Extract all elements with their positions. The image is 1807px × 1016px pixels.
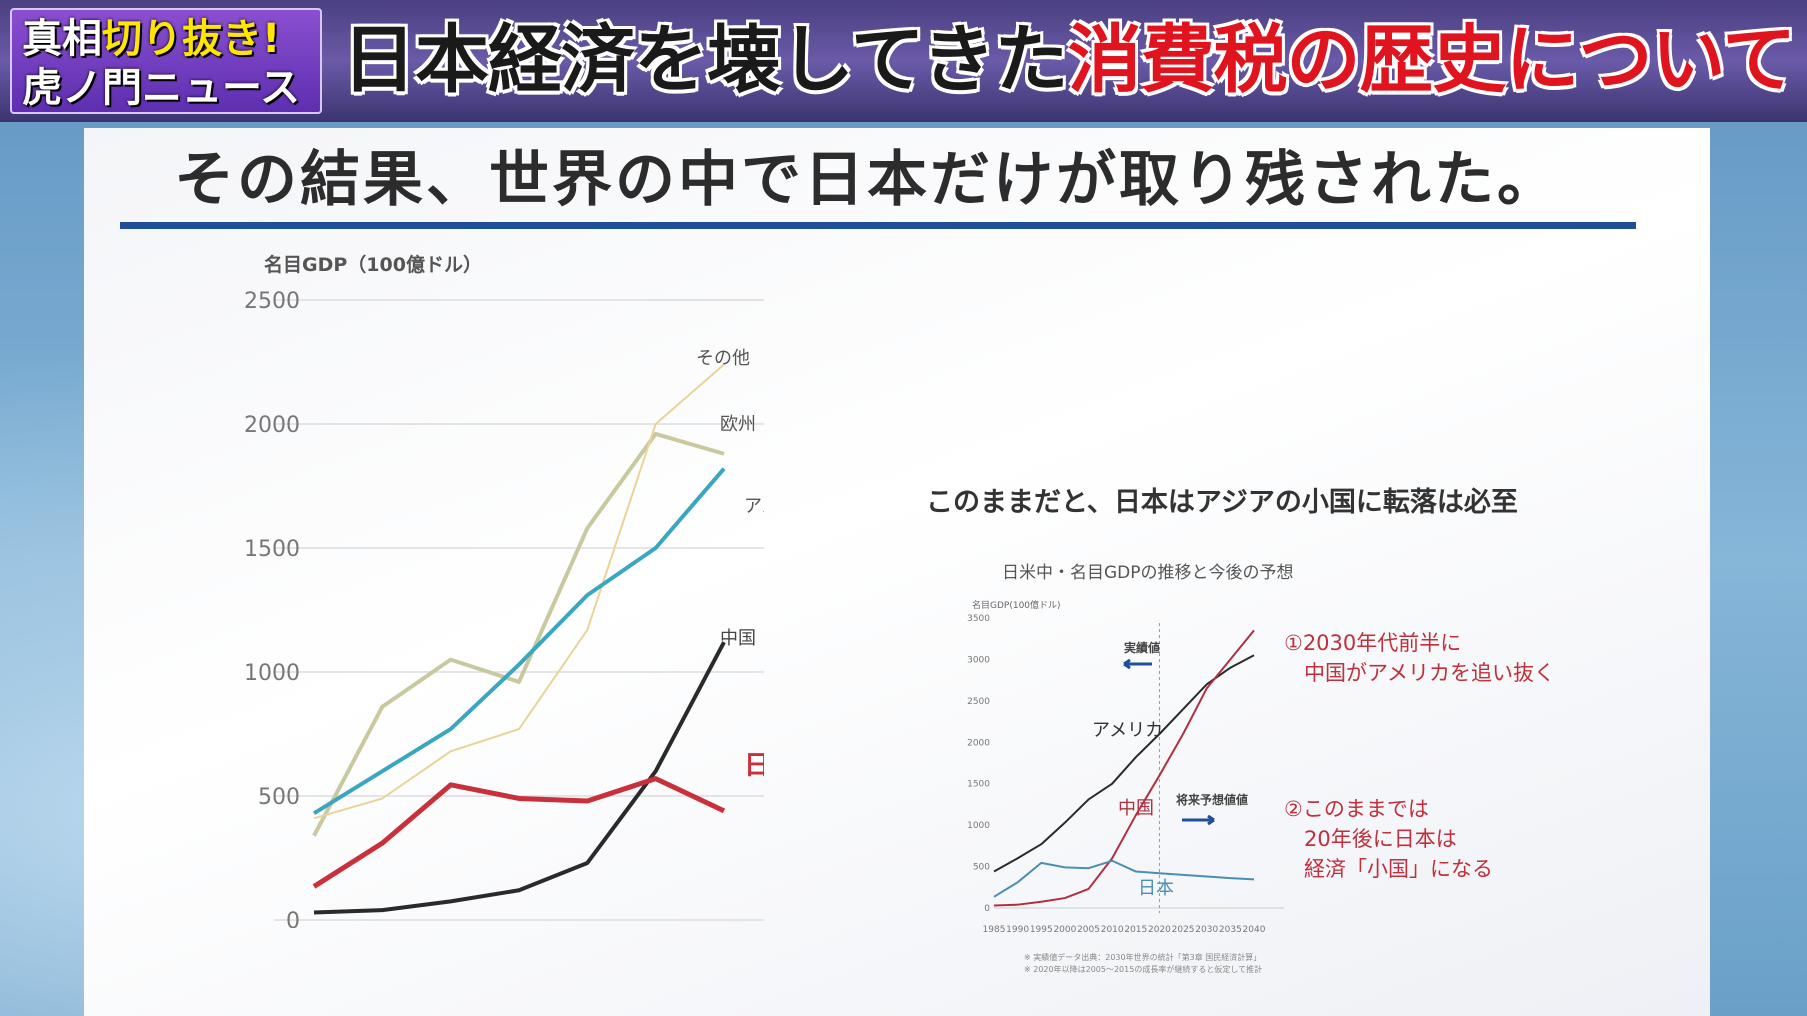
annotation-2-line1: ②このままでは: [1284, 797, 1429, 821]
mini-x-tick-label: 1995: [1030, 925, 1053, 935]
y-tick-label: 0: [286, 909, 300, 928]
annotation-2: ②このままでは 20年後に日本は 経済「小国」になる: [1284, 794, 1493, 884]
mini-y-tick-label: 2000: [967, 738, 990, 748]
y-tick-label: 2500: [244, 289, 300, 314]
right-arrow-icon: [1182, 814, 1215, 826]
badge-line2: 虎ノ門ニュース: [22, 65, 300, 111]
badge-line1-b: 切り抜き!: [102, 16, 281, 62]
mini-chart-title: 日米中・名目GDPの推移と今後の予想: [1002, 563, 1294, 583]
mini-x-tick-label: 1990: [1006, 925, 1029, 935]
annotation-1-line1: ①2030年代前半に: [1284, 631, 1462, 655]
annotation-2-line3: 経済「小国」になる: [1304, 857, 1493, 881]
footnote-2: ※ 2020年以降は2005〜2015の成長率が継続すると仮定して推計: [1024, 965, 1263, 974]
actual-values-label: 実績値: [1124, 640, 1160, 655]
series-japan-label: 日本: [744, 751, 764, 781]
mini-x-tick-label: 2040: [1243, 925, 1266, 935]
mini-series-china-label: 中国: [1118, 798, 1154, 819]
title-rule: [120, 222, 1636, 229]
mini-x-tick-label: 2010: [1101, 925, 1124, 935]
series-other-line: [312, 431, 725, 837]
badge-line1-a: 真相: [22, 16, 102, 62]
slide-panel: その結果、世界の中で日本だけが取り残された。 名目GDP（100億ドル） このま…: [84, 128, 1710, 1016]
y-tick-label: 1500: [244, 537, 300, 562]
top-banner: 真相切り抜き! 虎ノ門ニュース 日本経済を壊してきた消費税の歴史について: [0, 0, 1807, 122]
mini-x-tick-label: 2005: [1077, 925, 1100, 935]
badge-line1: 真相切り抜き!: [22, 16, 280, 62]
mini-y-tick-label: 500: [973, 863, 990, 873]
mini-y-tick-label: 1500: [967, 780, 990, 790]
left-arrow-icon: [1123, 658, 1152, 670]
series-japan-line: [312, 776, 726, 889]
series-other-label: その他: [696, 348, 750, 369]
headline-black: 日本経済を壊してきた: [342, 17, 1069, 103]
y-tick-label: 1000: [244, 661, 300, 686]
mini-x-tick-label: 2015: [1124, 925, 1147, 935]
mini-x-tick-label: 2035: [1219, 925, 1242, 935]
series-china-line: [313, 641, 726, 915]
mini-x-tick-label: 2025: [1172, 925, 1195, 935]
mini-x-tick-label: 2030: [1195, 925, 1218, 935]
series-america-line: [312, 467, 726, 816]
footnote-1: ※ 実績値データ出典：2030年世界の統計「第3章 国民経済計算」: [1024, 953, 1262, 962]
annotation-2-line2: 20年後に日本は: [1304, 827, 1457, 851]
headline-red: 消費税の歴史について: [1067, 17, 1797, 103]
series-china-label: 中国: [720, 628, 756, 649]
mini-series-america-label: アメリカ: [1092, 720, 1163, 741]
slide-subhead: このままだと、日本はアジアの小国に転落は必至: [926, 487, 1518, 518]
y-tick-label: 2000: [244, 413, 300, 438]
mini-series-japan-label: 日本: [1138, 878, 1174, 899]
mini-y-tick-label: 3500: [967, 614, 990, 624]
program-badge: 真相切り抜き! 虎ノ門ニュース: [10, 8, 322, 114]
mini-chart-ylabel: 名目GDP(100億ドル): [972, 601, 1061, 611]
slide-title: その結果、世界の中で日本だけが取り残された。: [174, 145, 1560, 215]
mini-series-japan-line: [993, 859, 1255, 898]
mini-y-tick-label: 1000: [967, 821, 990, 831]
mini-x-tick-label: 2000: [1053, 925, 1076, 935]
mini-y-tick-label: 3000: [967, 655, 990, 665]
annotation-1: ①2030年代前半に 中国がアメリカを追い抜く: [1284, 628, 1555, 688]
left-gdp-chart: 0500100015002000250019851990199520002005…: [244, 289, 764, 928]
headline: 日本経済を壊してきた消費税の歴史について: [342, 10, 1797, 110]
mini-y-tick-label: 0: [984, 904, 990, 914]
mini-gdp-chart: 0 500 1000 1500 2000 2500 3000 3500 1985 1990 1995…: [967, 614, 1284, 935]
mini-series-america-line: [993, 654, 1255, 873]
series-america-label: アメリカ: [744, 496, 764, 517]
y-tick-label: 500: [258, 785, 300, 810]
mini-x-tick-label: 2020: [1148, 925, 1171, 935]
forecast-values-label: 将来予想値値: [1176, 792, 1248, 807]
annotation-1-line2: 中国がアメリカを追い抜く: [1304, 661, 1555, 685]
mini-series-china-line: [993, 629, 1255, 907]
mini-y-tick-label: 2500: [967, 697, 990, 707]
mini-x-tick-label: 1985: [983, 925, 1006, 935]
series-europe-label: 欧州: [720, 414, 756, 435]
left-chart-ylabel: 名目GDP（100億ドル）: [264, 254, 482, 276]
series-europe-line: [313, 363, 725, 820]
